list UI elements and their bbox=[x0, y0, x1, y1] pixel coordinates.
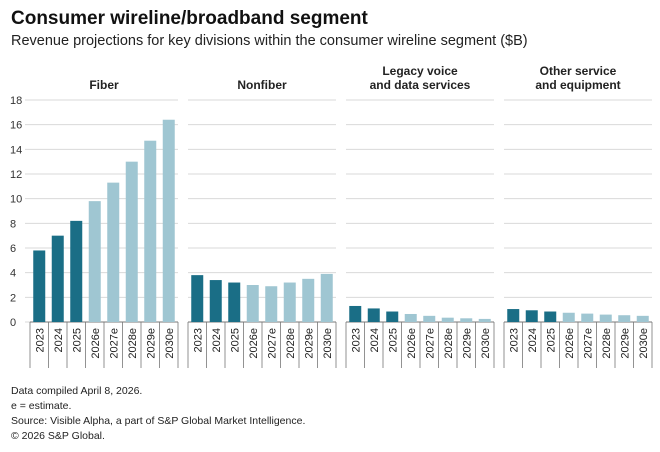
bar bbox=[618, 315, 631, 322]
panel-title: and equipment bbox=[535, 78, 620, 92]
x-tick-label: 2028e bbox=[127, 328, 139, 359]
x-tick-label: 2028e bbox=[601, 328, 613, 359]
x-tick-label: 2027e bbox=[108, 328, 120, 359]
bar bbox=[423, 315, 436, 322]
bar bbox=[525, 310, 538, 322]
panel-title: Legacy voice bbox=[382, 64, 458, 78]
x-tick-label: 2029e bbox=[619, 328, 631, 359]
bar bbox=[33, 250, 46, 322]
bar bbox=[162, 119, 175, 322]
x-tick-label: 2026e bbox=[90, 328, 102, 359]
x-tick-label: 2024 bbox=[527, 328, 539, 352]
note-source: Source: Visible Alpha, a part of S&P Glo… bbox=[11, 415, 306, 427]
y-tick-label: 18 bbox=[10, 95, 22, 107]
x-tick-label: 2028e bbox=[285, 328, 297, 359]
bar bbox=[562, 312, 575, 322]
chart-title: Consumer wireline/broadband segment bbox=[11, 8, 368, 29]
bar bbox=[107, 182, 120, 322]
bar bbox=[478, 318, 491, 322]
chart-notes: Data compiled April 8, 2026. e = estimat… bbox=[11, 384, 305, 444]
x-tick-label: 2025 bbox=[387, 328, 399, 352]
note-copyright: © 2026 S&P Global. bbox=[11, 430, 105, 442]
y-tick-label: 2 bbox=[10, 292, 16, 304]
x-tick-label: 2030e bbox=[322, 328, 334, 359]
x-tick-label: 2027e bbox=[266, 328, 278, 359]
bar bbox=[507, 309, 520, 322]
y-tick-label: 0 bbox=[10, 317, 16, 329]
panel-title: and data services bbox=[370, 78, 471, 92]
x-tick-label: 2028e bbox=[443, 328, 455, 359]
y-tick-label: 6 bbox=[10, 243, 16, 255]
y-tick-label: 14 bbox=[10, 144, 22, 156]
bar bbox=[209, 280, 222, 322]
bar bbox=[460, 318, 473, 322]
x-tick-label: 2027e bbox=[424, 328, 436, 359]
panel-title: Other service bbox=[540, 64, 617, 78]
x-tick-label: 2023 bbox=[508, 328, 520, 352]
bar bbox=[283, 282, 296, 322]
x-tick-label: 2023 bbox=[192, 328, 204, 352]
panel-title: Nonfiber bbox=[237, 78, 287, 92]
bar bbox=[228, 282, 241, 322]
bar bbox=[367, 308, 380, 322]
y-tick-label: 8 bbox=[10, 218, 16, 230]
panel-title: Fiber bbox=[89, 78, 119, 92]
x-tick-label: 2030e bbox=[480, 328, 492, 359]
bar bbox=[246, 285, 259, 322]
chart-subtitle: Revenue projections for key divisions wi… bbox=[11, 33, 528, 49]
x-tick-label: 2030e bbox=[638, 328, 650, 359]
bar bbox=[191, 275, 204, 322]
bar bbox=[386, 311, 399, 322]
x-tick-label: 2023 bbox=[350, 328, 362, 352]
note-estimate: e = estimate. bbox=[11, 400, 72, 412]
bar bbox=[404, 313, 417, 322]
x-tick-label: 2026e bbox=[406, 328, 418, 359]
bar bbox=[144, 140, 157, 322]
bar bbox=[125, 161, 138, 322]
x-tick-label: 2027e bbox=[582, 328, 594, 359]
x-tick-label: 2026e bbox=[564, 328, 576, 359]
x-tick-label: 2024 bbox=[369, 328, 381, 352]
bar bbox=[51, 235, 64, 322]
x-tick-label: 2025 bbox=[71, 328, 83, 352]
x-tick-label: 2025 bbox=[545, 328, 557, 352]
x-tick-label: 2024 bbox=[53, 328, 65, 352]
x-tick-label: 2024 bbox=[211, 328, 223, 352]
y-tick-label: 4 bbox=[10, 268, 16, 280]
bar bbox=[441, 317, 454, 322]
bar bbox=[599, 314, 612, 322]
y-tick-label: 12 bbox=[10, 169, 22, 181]
bar-chart: 0 2 4 6 8 10 12 14 16 18 Fiber 2023 2024 2025 2026e 202… bbox=[10, 64, 653, 368]
x-tick-label: 2029e bbox=[461, 328, 473, 359]
bar bbox=[265, 286, 278, 322]
bar bbox=[544, 311, 557, 322]
bar bbox=[70, 220, 83, 322]
x-tick-label: 2023 bbox=[34, 328, 46, 352]
x-tick-label: 2030e bbox=[164, 328, 176, 359]
bar bbox=[88, 201, 101, 322]
y-tick-label: 10 bbox=[10, 194, 22, 206]
x-tick-label: 2025 bbox=[229, 328, 241, 352]
bar bbox=[302, 278, 315, 322]
note-compiled: Data compiled April 8, 2026. bbox=[11, 385, 143, 397]
bar bbox=[636, 315, 649, 322]
bar bbox=[349, 305, 362, 322]
x-tick-label: 2026e bbox=[248, 328, 260, 359]
y-tick-label: 16 bbox=[10, 120, 22, 132]
bar bbox=[581, 313, 594, 322]
bar bbox=[320, 273, 333, 322]
x-tick-label: 2029e bbox=[303, 328, 315, 359]
x-tick-label: 2029e bbox=[145, 328, 157, 359]
